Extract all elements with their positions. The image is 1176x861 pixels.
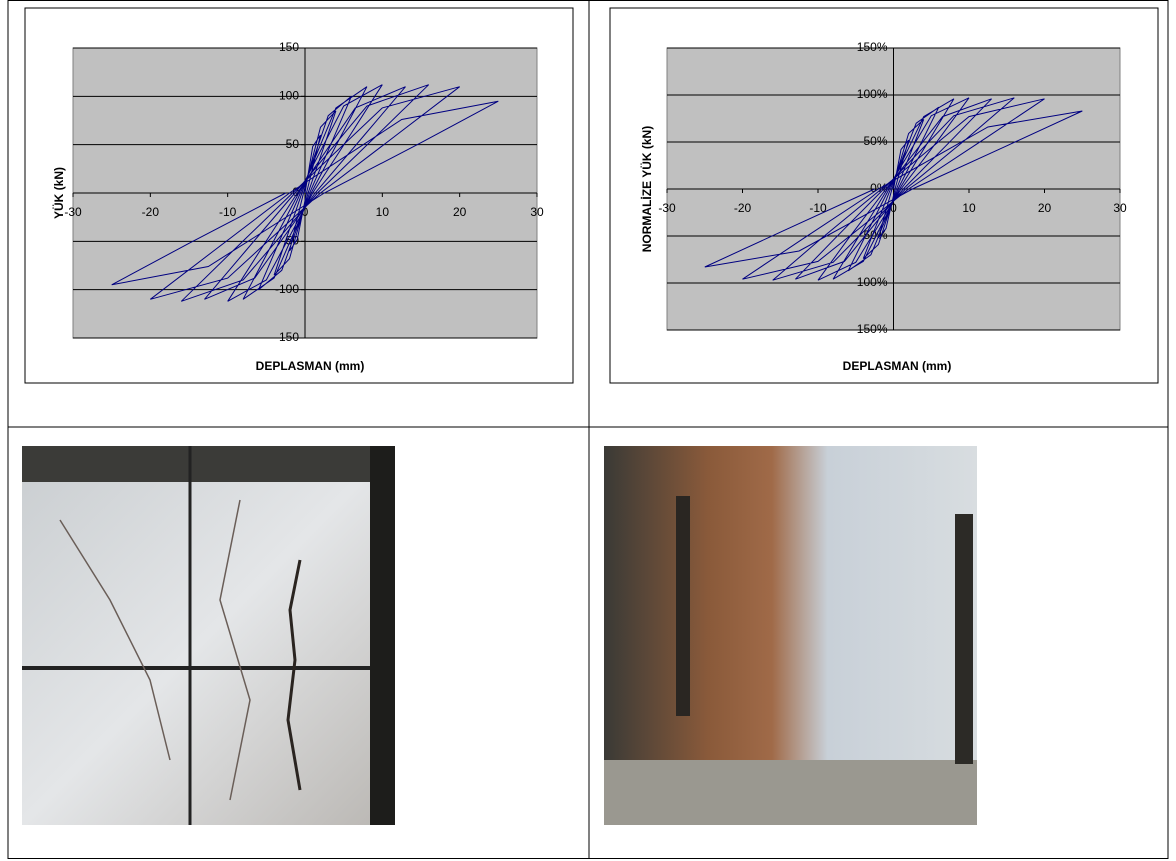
y-tick-label: 100% <box>857 87 888 101</box>
y-tick-label: 100 <box>279 89 299 103</box>
y-tick-label: -100 <box>275 282 299 296</box>
y-tick-label: 50% <box>863 134 887 148</box>
y-tick-label: 50 <box>286 137 300 151</box>
y-axis-title: YÜK (kN) <box>51 167 66 219</box>
y-tick-label: 150% <box>857 40 888 54</box>
data-line <box>111 84 499 302</box>
x-tick-label: -10 <box>809 201 827 215</box>
x-tick-label: -20 <box>734 201 752 215</box>
x-axis-title: DEPLASMAN (mm) <box>843 359 952 373</box>
y-tick-label: 150 <box>279 40 299 54</box>
x-tick-label: -10 <box>219 205 237 219</box>
y-tick-label: -150% <box>853 322 888 336</box>
x-tick-label: -30 <box>658 201 676 215</box>
data-line <box>704 97 1083 281</box>
x-tick-label: -30 <box>64 205 82 219</box>
y-axis-title: NORMALİZE YÜK (kN) <box>639 126 654 252</box>
x-tick-label: -20 <box>142 205 160 219</box>
y-tick-label: -150 <box>275 330 299 344</box>
table-border <box>7 0 1169 859</box>
x-tick-label: 20 <box>1038 201 1052 215</box>
x-axis-title: DEPLASMAN (mm) <box>256 359 365 373</box>
x-tick-label: 20 <box>453 205 467 219</box>
x-tick-label: 30 <box>1113 201 1127 215</box>
x-tick-label: 10 <box>376 205 390 219</box>
y-tick-label: -100% <box>853 275 888 289</box>
x-tick-label: 10 <box>962 201 976 215</box>
photo-wall-corner <box>604 446 977 825</box>
x-tick-label: 30 <box>530 205 544 219</box>
photo-wall-cracks <box>22 446 395 825</box>
